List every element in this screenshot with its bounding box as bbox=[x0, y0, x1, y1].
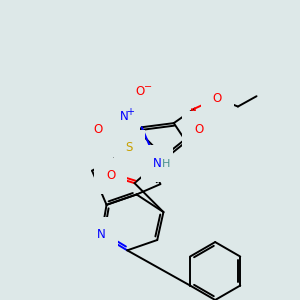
Text: O: O bbox=[135, 85, 144, 98]
Text: H: H bbox=[162, 160, 171, 170]
Text: +: + bbox=[126, 107, 134, 117]
Text: O: O bbox=[94, 123, 103, 136]
Text: O: O bbox=[106, 169, 115, 182]
Text: S: S bbox=[126, 141, 133, 154]
Text: −: − bbox=[144, 82, 152, 92]
Text: N: N bbox=[97, 228, 106, 241]
Text: O: O bbox=[213, 92, 222, 105]
Text: N: N bbox=[120, 110, 128, 123]
Text: O: O bbox=[194, 123, 203, 136]
Text: N: N bbox=[153, 157, 162, 170]
